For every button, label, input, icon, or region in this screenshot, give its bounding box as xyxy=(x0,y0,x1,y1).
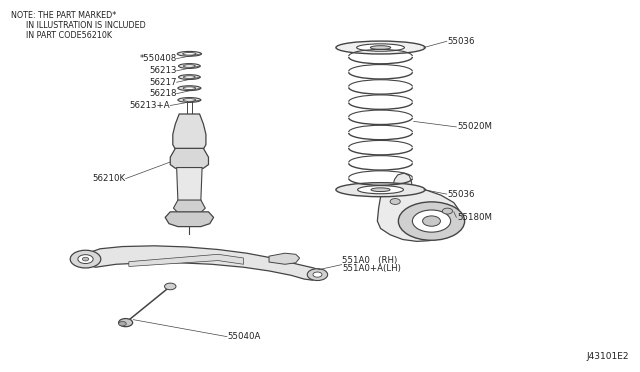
Polygon shape xyxy=(170,148,209,168)
Text: IN ILLUSTRATION IS INCLUDED: IN ILLUSTRATION IS INCLUDED xyxy=(11,20,146,30)
Circle shape xyxy=(442,208,452,214)
Ellipse shape xyxy=(177,51,202,56)
Ellipse shape xyxy=(358,186,403,194)
Ellipse shape xyxy=(371,188,390,192)
Text: IN PART CODE56210K: IN PART CODE56210K xyxy=(11,31,112,39)
Polygon shape xyxy=(378,184,459,241)
Circle shape xyxy=(390,199,400,205)
Text: 55036: 55036 xyxy=(447,37,475,46)
Circle shape xyxy=(78,255,93,263)
Text: 56210K: 56210K xyxy=(93,174,125,183)
Ellipse shape xyxy=(336,183,425,197)
Ellipse shape xyxy=(184,76,195,78)
Ellipse shape xyxy=(178,97,201,102)
Polygon shape xyxy=(173,200,205,212)
Text: 56213+A: 56213+A xyxy=(130,101,170,110)
Text: 56218: 56218 xyxy=(149,89,177,98)
Text: NOTE: THE PART MARKED*: NOTE: THE PART MARKED* xyxy=(11,11,116,20)
Text: 551A0   (RH): 551A0 (RH) xyxy=(342,256,397,265)
Circle shape xyxy=(164,283,176,290)
Polygon shape xyxy=(177,167,202,201)
Ellipse shape xyxy=(184,65,195,67)
Polygon shape xyxy=(129,254,244,266)
Ellipse shape xyxy=(182,52,196,55)
Polygon shape xyxy=(165,212,214,227)
Polygon shape xyxy=(173,114,206,149)
Text: 55180M: 55180M xyxy=(457,213,492,222)
Ellipse shape xyxy=(179,75,200,80)
Ellipse shape xyxy=(179,64,200,68)
Circle shape xyxy=(313,272,322,277)
Text: *550408: *550408 xyxy=(140,54,177,63)
Circle shape xyxy=(118,321,126,326)
Polygon shape xyxy=(393,173,412,187)
Circle shape xyxy=(422,216,440,226)
Text: 56217: 56217 xyxy=(149,78,177,87)
Ellipse shape xyxy=(371,46,391,49)
Ellipse shape xyxy=(336,41,425,54)
Text: 551A0+A(LH): 551A0+A(LH) xyxy=(342,264,401,273)
Polygon shape xyxy=(269,253,300,264)
Circle shape xyxy=(412,210,451,232)
Circle shape xyxy=(398,202,465,240)
Ellipse shape xyxy=(183,87,196,89)
Circle shape xyxy=(70,250,100,268)
Ellipse shape xyxy=(356,44,404,51)
Text: 55020M: 55020M xyxy=(457,122,492,131)
Circle shape xyxy=(118,318,132,327)
Ellipse shape xyxy=(178,86,201,90)
Text: 55040A: 55040A xyxy=(228,332,261,341)
Polygon shape xyxy=(79,246,323,280)
Text: 56213: 56213 xyxy=(149,66,177,75)
Text: 55036: 55036 xyxy=(447,190,475,199)
Circle shape xyxy=(307,269,328,280)
Circle shape xyxy=(83,257,89,261)
Text: J43101E2: J43101E2 xyxy=(586,352,629,361)
Ellipse shape xyxy=(183,99,196,101)
